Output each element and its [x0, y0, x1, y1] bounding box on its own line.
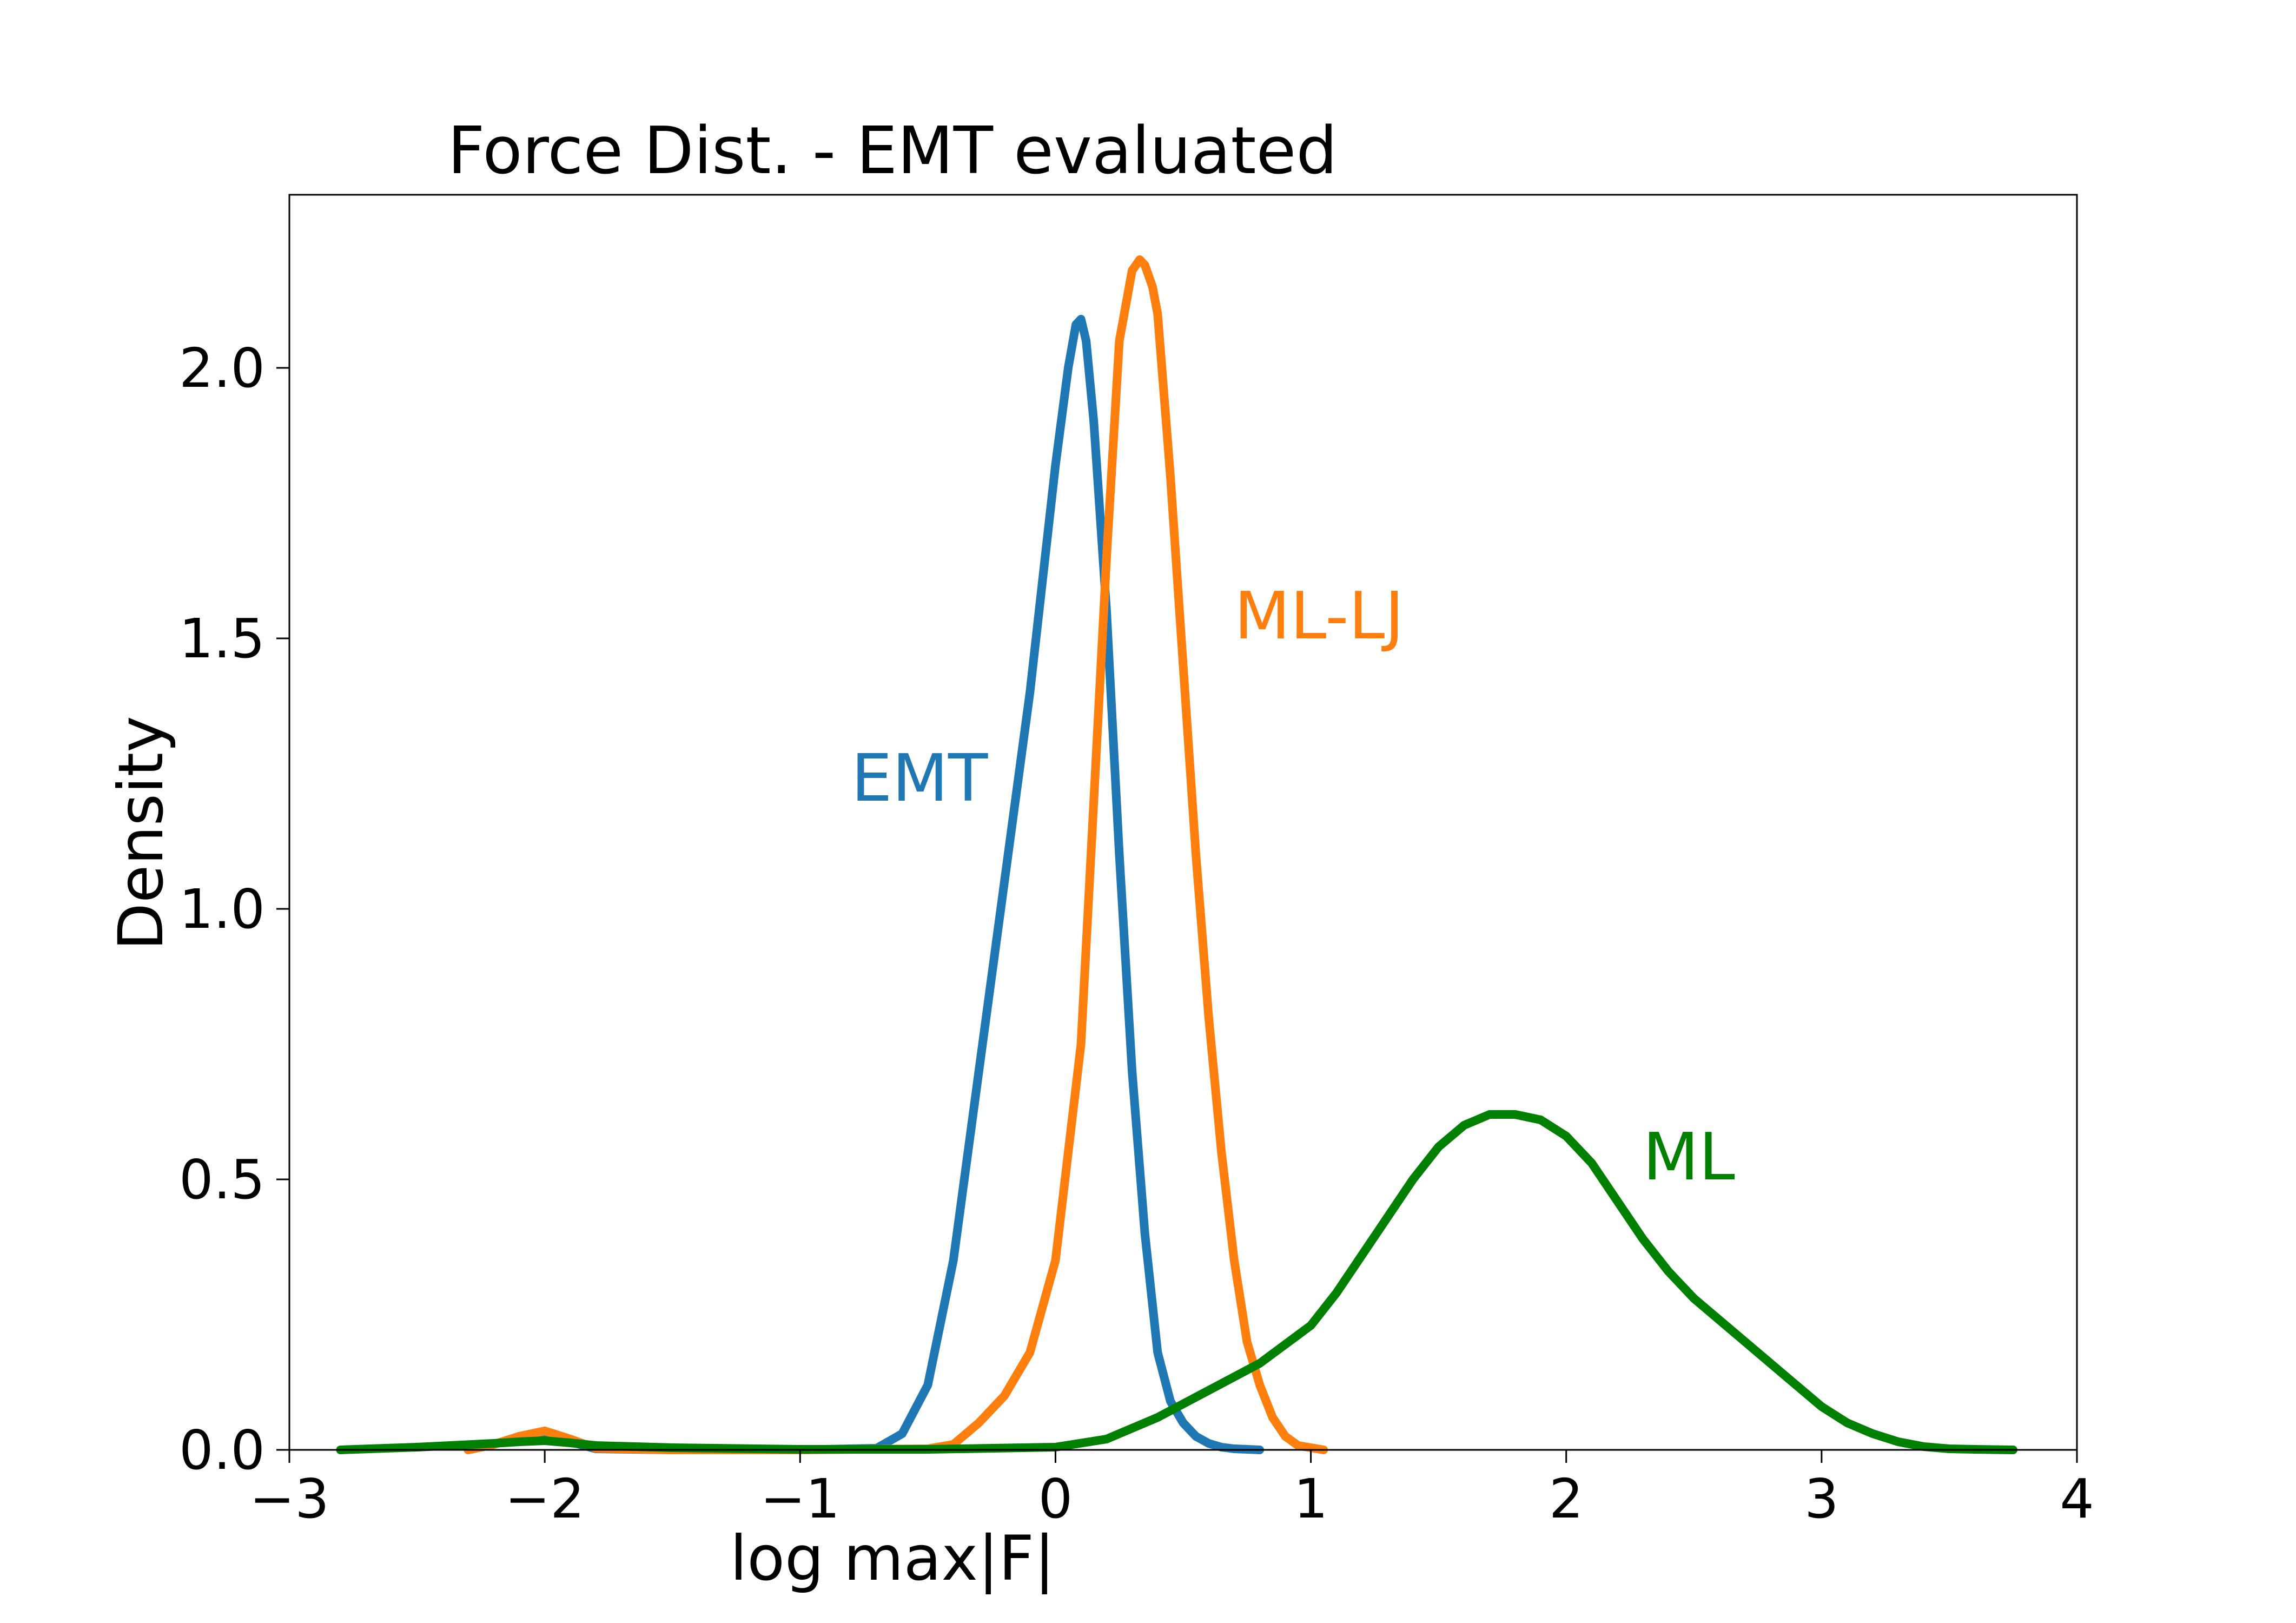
x-axis-label: log max|F| — [730, 1522, 1055, 1594]
y-tick-label: 1.5 — [179, 607, 265, 670]
y-axis-label: Density — [105, 716, 177, 950]
series-line-ml — [336, 1110, 2017, 1454]
x-tick-label: 4 — [2060, 1467, 2094, 1530]
axes-frame — [288, 194, 2078, 1451]
x-tick-label: −3 — [249, 1467, 329, 1530]
axes-layer: −3 −2 −1 0 1 2 3 4 0.0 0.5 1.0 1.5 2.0 — [179, 194, 2094, 1530]
chart-title: Force Dist. - EMT evaluated — [447, 114, 1337, 189]
x-tick-label: −2 — [505, 1467, 584, 1530]
series-label-ml: ML — [1643, 1120, 1735, 1195]
x-tick-label: −1 — [760, 1467, 840, 1530]
series-label-ml-lj: ML-LJ — [1234, 579, 1404, 654]
x-tick-label: 0 — [1038, 1467, 1073, 1530]
x-tick-label: 2 — [1549, 1467, 1584, 1530]
x-tick-label: 1 — [1294, 1467, 1328, 1530]
series-label-layer: EMT ML-LJ ML — [851, 579, 1735, 1195]
y-tick-label: 2.0 — [179, 337, 265, 400]
y-tick-label: 1.0 — [179, 878, 265, 941]
y-tick-label: 0.5 — [179, 1148, 265, 1211]
series-label-emt: EMT — [851, 741, 988, 816]
x-tick-label: 3 — [1804, 1467, 1839, 1530]
y-tick-label: 0.0 — [179, 1419, 265, 1482]
